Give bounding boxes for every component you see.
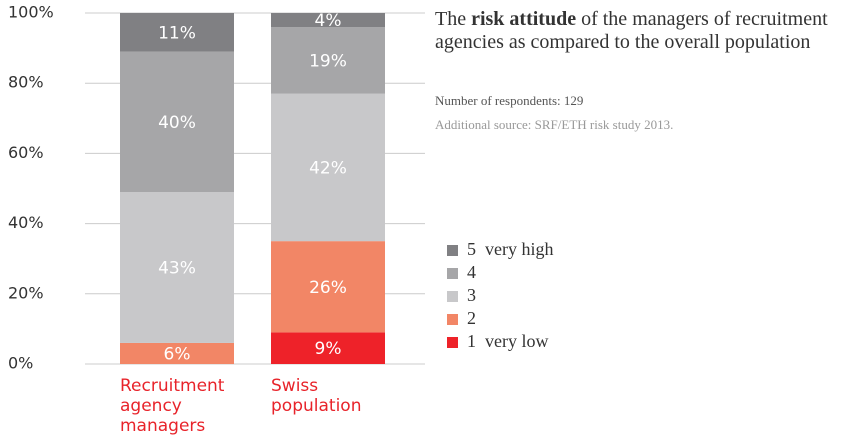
subtitle: Number of respondents: 129 [435,93,584,108]
legend-swatch [447,245,458,256]
bar-segment [120,192,234,343]
legend-swatch [447,337,458,348]
legend-swatch [447,268,458,279]
legend-label: 1 very low [467,331,548,351]
value-label: 40% [158,113,196,133]
y-tick-label: 100% [8,3,54,22]
legend-swatch [447,314,458,325]
value-label: 9% [315,339,342,359]
bar-segment [120,13,234,52]
title-emphasis: risk attitude [471,8,577,30]
y-tick-label: 60% [8,143,44,162]
title-part: The [435,8,467,30]
bar-segment [271,241,385,333]
y-tick-label: 40% [8,213,44,232]
value-label: 4% [315,11,342,31]
bar-segment [120,342,234,364]
bar-segment [120,51,234,193]
legend-label: 2 [467,308,476,328]
chart-title: The risk attitude of the managers of rec… [435,8,835,54]
value-label: 11% [158,23,196,43]
bar-segment [271,93,385,242]
y-tick-label: 20% [8,283,44,302]
legend-label: 4 [467,262,476,282]
y-tick-label: 0% [8,354,33,373]
source: Additional source: SRF/ETH risk study 20… [435,117,674,132]
legend-swatch [447,291,458,302]
y-tick-label: 80% [8,73,44,92]
bar-segment [271,332,385,364]
bar-segment [271,27,385,94]
legend-label: 5 very high [467,239,553,259]
value-label: 19% [309,51,347,71]
x-tick-label: Swiss population [271,376,362,416]
value-label: 26% [309,278,347,298]
bar-segment [271,13,385,28]
value-label: 42% [309,158,347,178]
x-tick-label: Recruitment agency managers [120,376,225,436]
value-label: 43% [158,258,196,278]
value-label: 6% [164,344,191,364]
title-part: of the managers of recruitment agencies … [435,8,828,53]
legend-label: 3 [467,285,476,305]
